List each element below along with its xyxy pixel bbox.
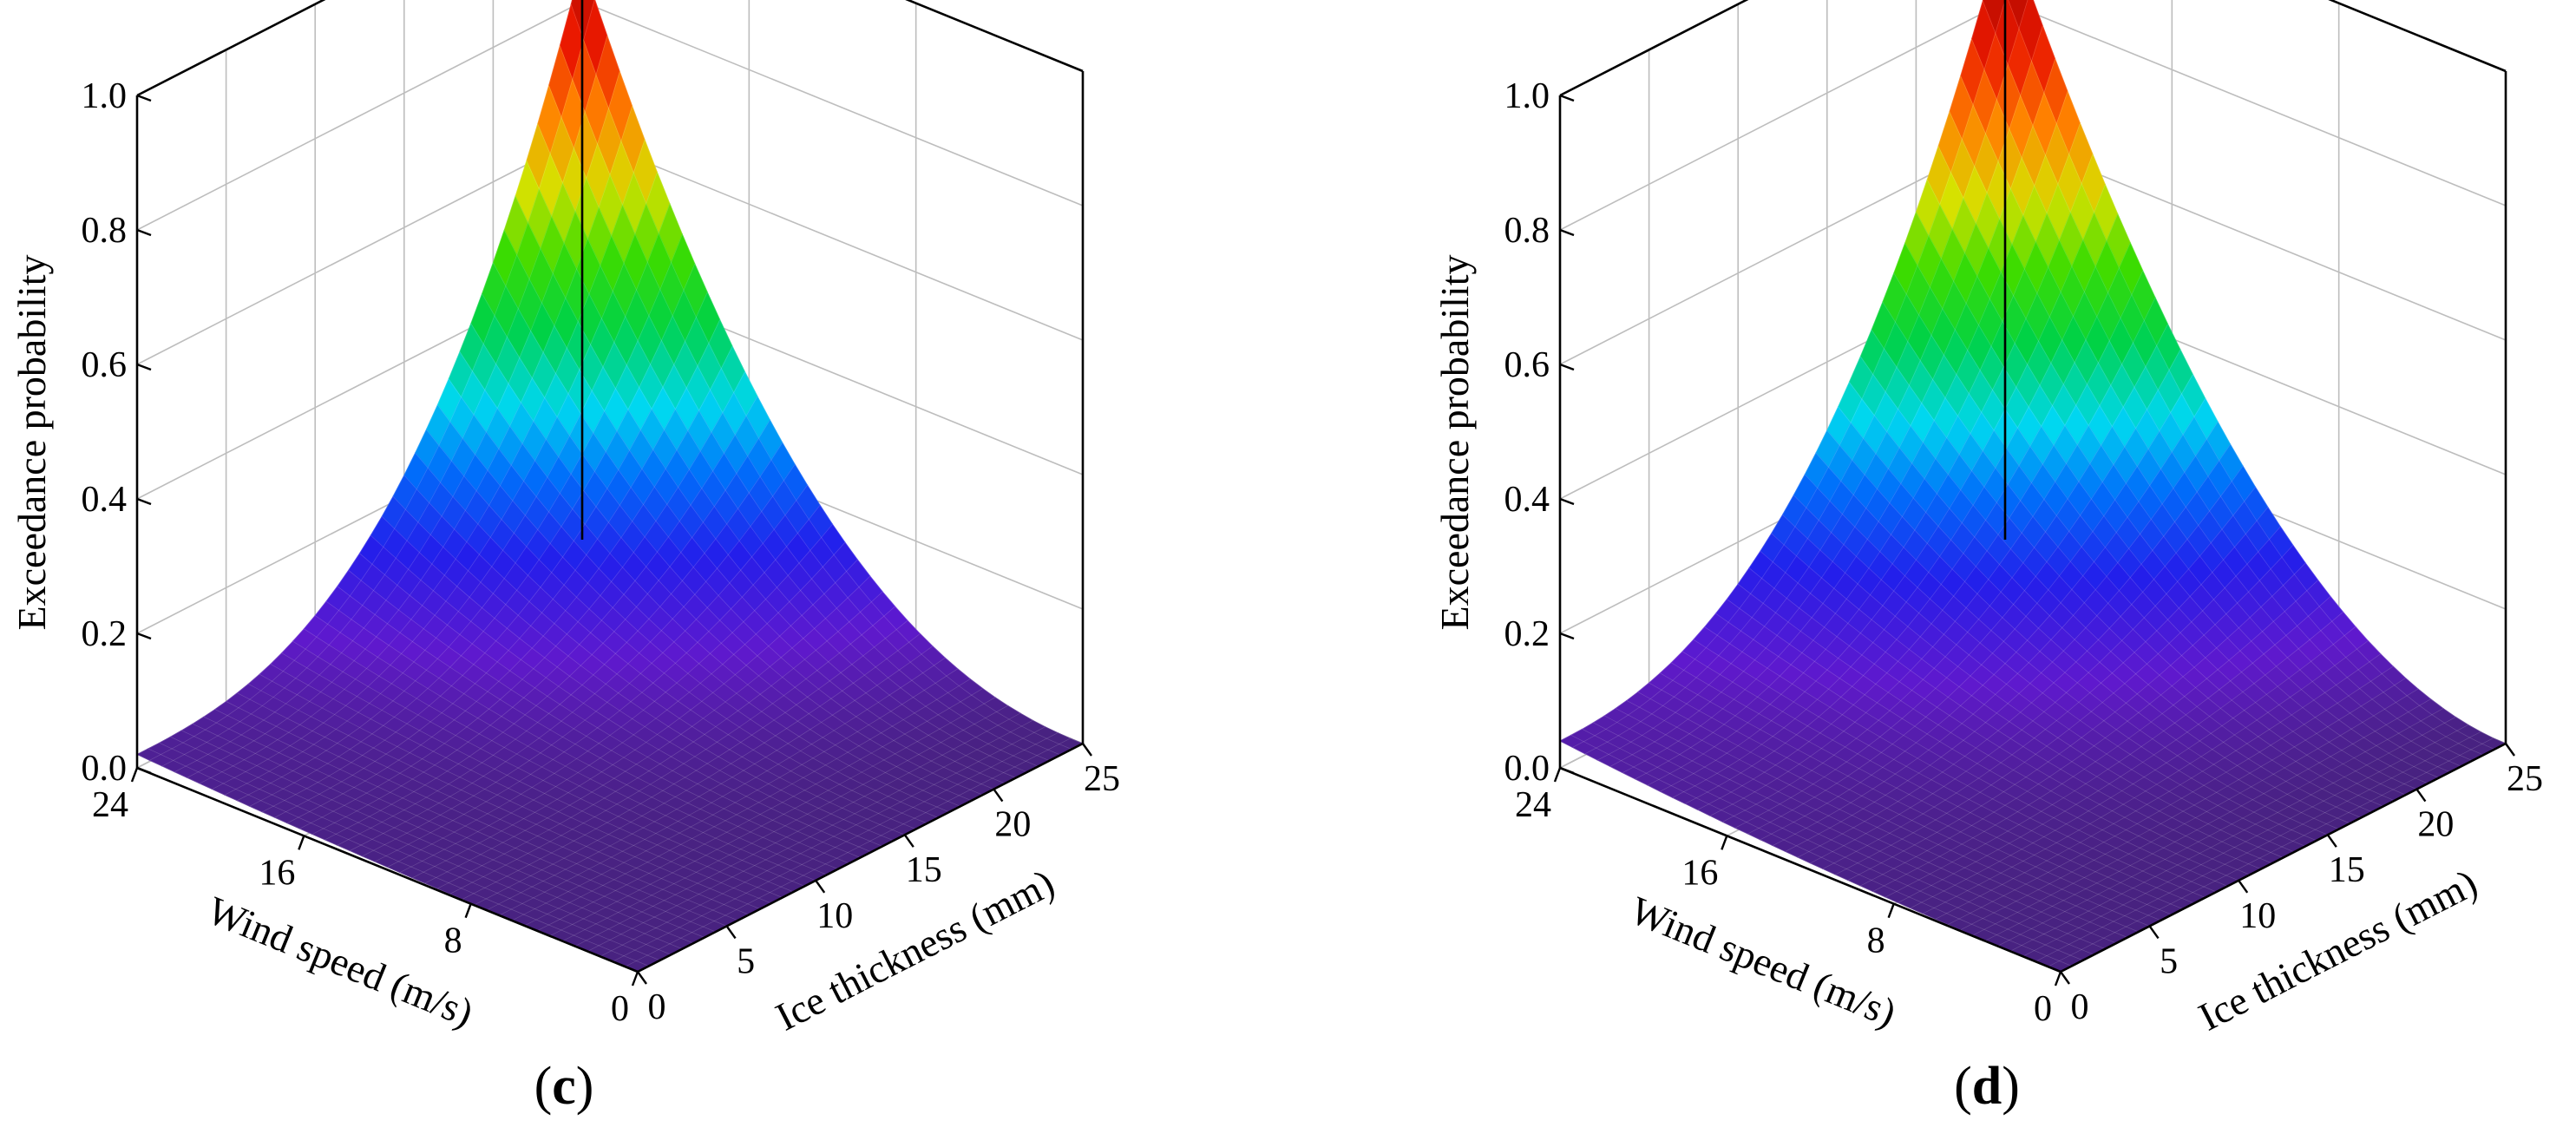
wind-tick-mark	[2054, 971, 2062, 987]
ice-tick-mark	[2238, 880, 2249, 894]
chart-panel-d: 0.0 0.2 0.4 0.6 0.8 1.0 0 8 16 24 0 5 10 15 20 25 Exceed…	[1432, 0, 2543, 1116]
wind-tick-mark	[1721, 835, 1728, 850]
z-tick-mark	[1559, 766, 1575, 775]
ice-tick-label: 20	[2417, 805, 2454, 845]
wind-tick-mark	[130, 767, 139, 783]
z-tick-mark	[136, 766, 152, 775]
panel-label: (d)	[1954, 1057, 2020, 1116]
ice-tick-mark	[2505, 743, 2515, 757]
ice-tick-label: 5	[2160, 941, 2178, 981]
z-tick-label: 0.4	[82, 480, 128, 520]
z-tick-mark	[136, 632, 152, 640]
wind-tick-mark	[631, 971, 639, 987]
wind-tick-label: 16	[259, 853, 295, 893]
wind-tick-mark	[298, 835, 305, 850]
z-tick-label: 0.6	[82, 345, 128, 385]
chart-panel-c: 0.0 0.2 0.4 0.6 0.8 1.0 0 8 16 24 0 5 10 15 20 25 Exceed…	[10, 0, 1120, 1116]
wind-tick-label: 0	[611, 989, 629, 1029]
wind-tick-label: 24	[92, 785, 128, 825]
z-tick-mark	[136, 363, 152, 371]
ice-tick-mark	[2415, 788, 2427, 803]
surface-mesh	[135, 0, 1085, 973]
ice-tick-mark	[903, 834, 914, 848]
z-tick-label: 0.2	[82, 614, 128, 654]
ice-tick-mark	[2326, 834, 2337, 848]
ice-tick-mark	[1082, 743, 1092, 757]
wind-tick-mark	[464, 903, 472, 919]
ice-tick-mark	[2060, 971, 2070, 985]
ice-tick-label: 5	[737, 941, 755, 981]
z-tick-mark	[1559, 497, 1575, 506]
ice-tick-mark	[637, 971, 647, 985]
z-tick-label: 1.0	[82, 76, 128, 116]
z-tick-mark	[1559, 632, 1575, 640]
z-tick-label: 0.8	[82, 211, 128, 251]
z-tick-mark	[1559, 363, 1575, 371]
wind-tick-label: 0	[2034, 989, 2052, 1029]
ice-tick-label: 0	[2071, 987, 2089, 1027]
ice-tick-mark	[2148, 925, 2160, 940]
z-tick-label: 1.0	[1504, 76, 1550, 116]
ice-tick-label: 0	[648, 987, 666, 1027]
ice-tick-mark	[725, 925, 737, 940]
wind-tick-mark	[1887, 903, 1895, 919]
wind-tick-mark	[1553, 767, 1562, 783]
ice-tick-mark	[815, 880, 826, 894]
ice-tick-mark	[993, 788, 1004, 803]
z-tick-label: 0.2	[1504, 614, 1550, 654]
ice-tick-label: 25	[2507, 759, 2543, 799]
ice-tick-label: 15	[2329, 850, 2365, 890]
ice-tick-label: 20	[994, 805, 1031, 845]
ice-tick-label: 10	[2239, 896, 2276, 936]
ice-tick-label: 25	[1084, 759, 1120, 799]
wind-tick-label: 8	[444, 921, 462, 961]
ice-tick-label: 10	[816, 896, 853, 936]
z-axis-title: Exceedance probability	[10, 255, 54, 631]
z-tick-mark	[1559, 94, 1575, 102]
panel-label: (c)	[534, 1057, 594, 1116]
z-tick-mark	[136, 497, 152, 506]
z-tick-label: 0.0	[82, 749, 128, 789]
wind-tick-label: 24	[1515, 785, 1551, 825]
ice-tick-label: 15	[906, 850, 942, 890]
wind-axis-title: Wind speed (m/s)	[1624, 888, 1902, 1035]
wind-tick-label: 16	[1681, 853, 1718, 893]
z-tick-label: 0.0	[1504, 749, 1550, 789]
wind-tick-label: 8	[1867, 921, 1885, 961]
z-tick-label: 0.4	[1504, 480, 1550, 520]
z-tick-mark	[136, 228, 152, 237]
z-tick-mark	[136, 94, 152, 102]
wind-axis-title: Wind speed (m/s)	[201, 888, 479, 1035]
z-axis-title: Exceedance probability	[1432, 255, 1477, 631]
z-tick-mark	[1559, 228, 1575, 237]
z-tick-label: 0.6	[1504, 345, 1550, 385]
z-tick-label: 0.8	[1504, 211, 1550, 251]
